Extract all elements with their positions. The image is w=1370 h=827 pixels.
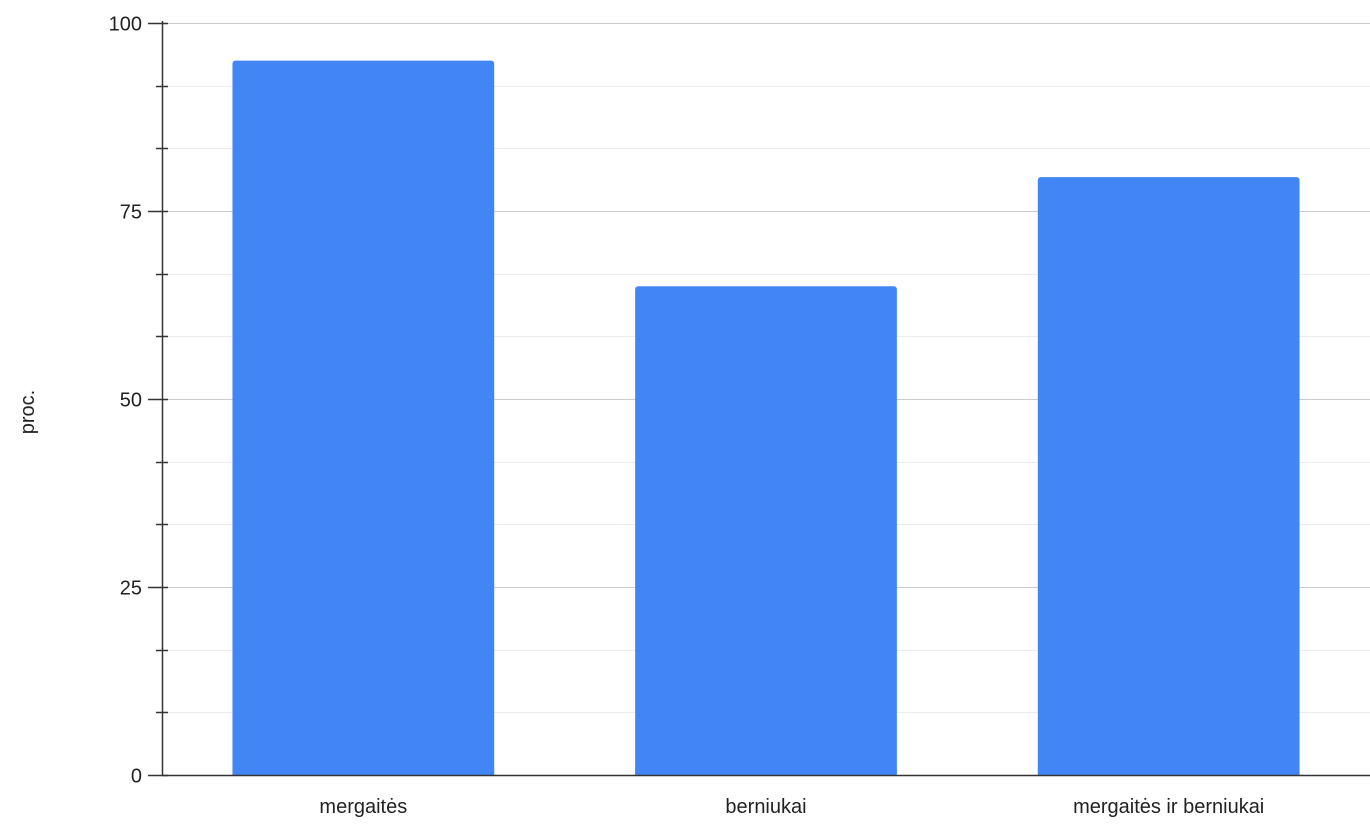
bar-base	[1037, 769, 1300, 775]
bar-base	[232, 769, 495, 775]
x-axis-labels: mergaitės berniukai mergaitės ir berniukai	[319, 796, 1264, 818]
y-tick-label: 75	[120, 202, 142, 224]
y-tick-label: 50	[120, 390, 142, 412]
bar	[1037, 177, 1300, 775]
y-axis-ticks: 0 25 50 75 100	[109, 14, 168, 788]
y-tick-label: 25	[120, 578, 142, 600]
x-category-label: mergaitės ir berniukai	[1073, 796, 1264, 818]
bar	[232, 60, 495, 776]
x-category-label: berniukai	[725, 796, 806, 818]
x-category-label: mergaitės	[319, 796, 407, 818]
y-tick-label: 0	[131, 766, 142, 788]
axes	[161, 21, 1370, 777]
y-axis-title: proc.	[17, 390, 39, 434]
bars	[232, 60, 1300, 776]
y-tick-label: 100	[109, 14, 142, 36]
bar	[635, 286, 897, 775]
bar-base	[635, 769, 897, 775]
